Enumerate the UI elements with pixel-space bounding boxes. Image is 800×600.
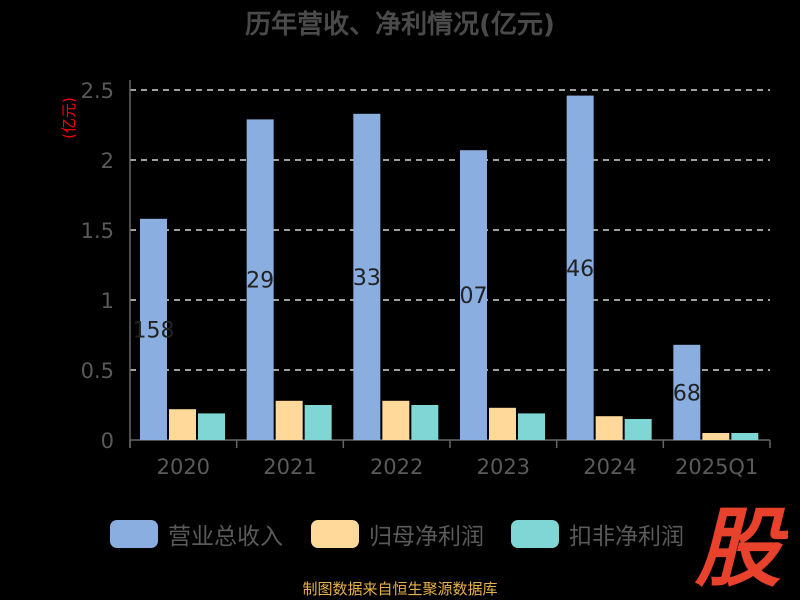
- bar-data-label: 68: [673, 381, 701, 406]
- bar-net-profit: [595, 416, 623, 440]
- bar-net-profit: [169, 409, 196, 440]
- bar-deducted-profit: [411, 405, 439, 440]
- y-tick-label: 2.5: [81, 79, 114, 103]
- x-tick-label: 2020: [157, 455, 210, 479]
- bar-revenue: [353, 113, 381, 441]
- bar-net-profit: [275, 400, 303, 440]
- bar-revenue: [140, 218, 167, 440]
- bar-data-label: 158: [133, 318, 175, 343]
- watermark-logo: 股: [694, 500, 788, 592]
- bar-data-label: 46: [566, 257, 594, 282]
- bar-deducted-profit: [304, 405, 332, 440]
- x-tick-label: 2025Q1: [675, 455, 758, 479]
- bar-net-profit: [382, 400, 410, 440]
- bar-net-profit: [702, 433, 730, 440]
- bar-revenue: [673, 344, 701, 440]
- y-tick-label: 0: [101, 429, 114, 453]
- bar-revenue: [246, 119, 274, 441]
- legend-swatch-deducted-profit: [511, 520, 559, 548]
- data-source-footer: 制图数据来自恒生聚源数据库: [302, 580, 498, 598]
- y-tick-label: 0.5: [81, 359, 114, 383]
- y-tick-label: 1: [101, 289, 114, 313]
- y-tick-label: 1.5: [81, 219, 114, 243]
- legend-item-deducted-profit: 扣非净利润: [511, 517, 684, 551]
- chart-legend: 营业总收入 归母净利润 扣非净利润: [0, 517, 800, 557]
- legend-label-net-profit: 归母净利润: [369, 524, 484, 550]
- legend-label-revenue: 营业总收入: [168, 524, 283, 550]
- bar-deducted-profit: [518, 413, 545, 440]
- x-tick-label: 2024: [583, 455, 636, 479]
- bar-deducted-profit: [731, 433, 759, 440]
- svg-text:股: 股: [694, 500, 788, 592]
- chart-title: 历年营收、净利情况(亿元): [245, 10, 555, 40]
- x-tick-label: 2022: [370, 455, 423, 479]
- legend-swatch-net-profit: [311, 520, 359, 548]
- legend-label-deducted-profit: 扣非净利润: [569, 524, 684, 550]
- x-tick-label: 2021: [263, 455, 316, 479]
- bar-revenue: [460, 150, 487, 440]
- y-axis-label: (亿元): [60, 97, 78, 139]
- x-tick-label: 2023: [477, 455, 530, 479]
- legend-swatch-revenue: [110, 520, 158, 548]
- bar-revenue: [566, 95, 594, 440]
- legend-item-net-profit: 归母净利润: [311, 517, 484, 551]
- bar-data-label: 07: [460, 284, 488, 309]
- y-tick-label: 2: [101, 149, 114, 173]
- bar-net-profit: [489, 407, 516, 440]
- bar-data-label: 29: [246, 269, 274, 294]
- bar-data-label: 33: [353, 266, 381, 291]
- legend-item-revenue: 营业总收入: [110, 517, 283, 551]
- bar-deducted-profit: [198, 413, 225, 440]
- bar-deducted-profit: [624, 419, 652, 440]
